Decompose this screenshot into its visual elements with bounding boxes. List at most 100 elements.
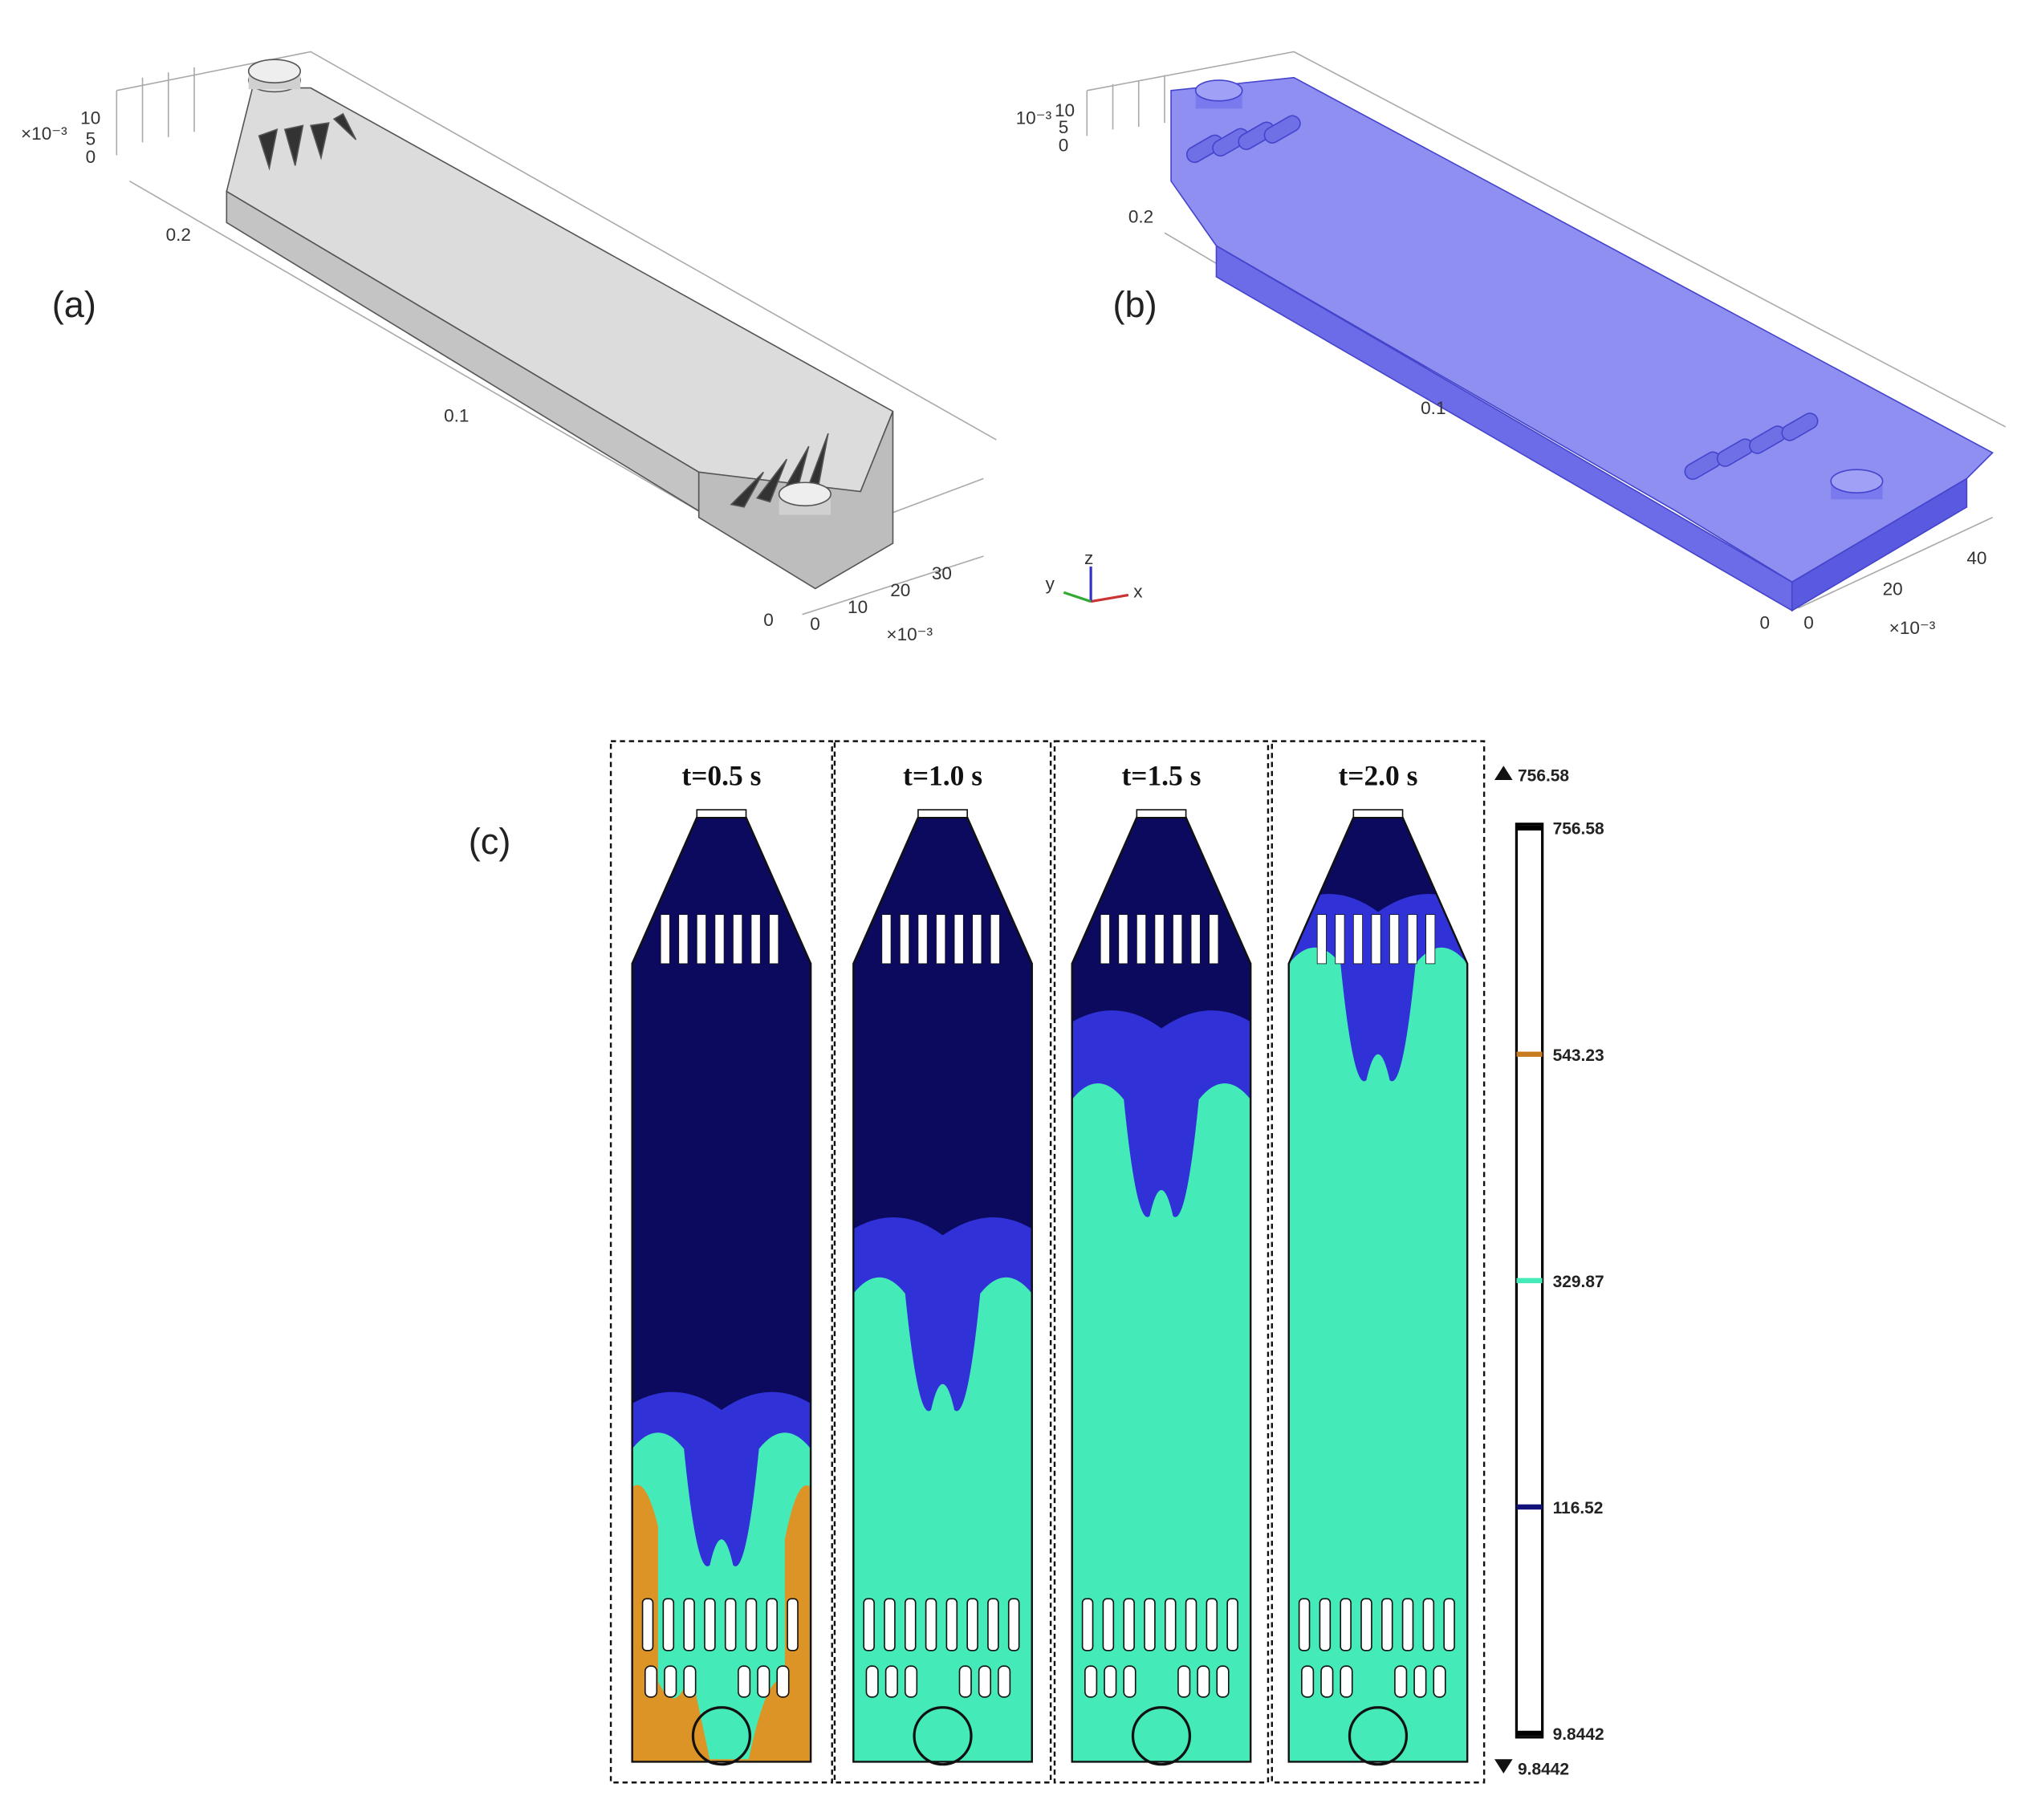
axis-label: 10⁻³ [1016,108,1052,128]
axis-label: 0 [763,610,774,630]
slot [987,1598,999,1651]
axis-label: 10 [848,597,868,617]
time-label: t=0.5 s [681,759,761,791]
axis-label: 0 [1803,612,1814,632]
slot [766,1598,779,1651]
slot [1123,1598,1135,1651]
slot [1340,1665,1353,1698]
axis-name: z [1084,548,1093,568]
axis-label: 0 [1059,136,1069,156]
colorbar [1494,766,1544,1773]
slot [1123,1665,1136,1698]
colorbar-min: 9.8442 [1518,1761,1569,1779]
axis-label: 40 [1966,548,1986,568]
slot [881,914,892,965]
panel-frame [609,740,833,1784]
slot [1209,914,1219,965]
field-fill [1071,817,1251,1762]
slot [683,1665,697,1698]
slot [1081,1598,1094,1651]
panel-c [609,740,1486,1784]
slot [1389,914,1400,965]
axis-label: 0.1 [444,405,469,425]
slot [1360,1598,1372,1651]
panel-frame [833,740,1052,1784]
slot [990,914,1000,965]
slot [1007,1598,1020,1651]
time-label: t=1.5 s [1121,759,1201,791]
slot [678,914,689,965]
slot [644,1665,658,1698]
axis-label: 10 [1055,100,1075,120]
flow-field [631,809,812,1766]
slot [1394,1665,1408,1698]
slot [1298,1598,1311,1651]
axis-label: 5 [86,129,96,149]
axis-label: ×10⁻³ [21,124,67,144]
outlet [691,1706,751,1766]
region-green [1071,1083,1251,1762]
slot [917,914,928,965]
region-green [1288,947,1468,1762]
axis-label: 0 [810,614,820,634]
outlet [913,1706,973,1766]
axis-label: 10 [80,108,100,128]
slot [936,914,946,965]
slot [683,1598,695,1651]
colorbar-label: 756.58 [1553,820,1604,839]
slot [1136,914,1147,965]
slot [1319,1598,1332,1651]
inlet [696,809,747,819]
slot [1335,914,1345,965]
slot [696,914,706,965]
slot [978,1665,991,1698]
slot [1425,914,1436,965]
slot [1352,914,1364,965]
slot [745,1598,758,1651]
colorbar-tick [1516,1051,1543,1057]
colorbar-max: 756.58 [1518,767,1569,786]
colorbar-tick [1516,1504,1543,1510]
slot [884,1598,896,1651]
slot [966,1598,978,1651]
slot [945,1598,958,1651]
slot [738,1665,751,1698]
field-fill [853,817,1032,1762]
slot [1371,914,1381,965]
region-orange [632,1485,811,1762]
slot [1190,914,1201,965]
slot [1084,1665,1098,1698]
slot [1216,1665,1230,1698]
axis-name: x [1133,582,1143,602]
slot [904,1665,918,1698]
slot [1380,1598,1393,1651]
slot [1443,1598,1455,1651]
colorbar-tick [1516,1278,1543,1284]
slot [1197,1665,1210,1698]
model-b [1086,51,2007,612]
axis-label: 30 [932,563,952,583]
model-a [116,51,997,615]
slot [1206,1598,1218,1651]
slot [1320,1665,1334,1698]
time-label: t=1.0 s [903,759,982,791]
panel-frame [1271,740,1486,1784]
slot [899,914,910,965]
slot [972,914,982,965]
slot [863,1598,875,1651]
slot [1177,1665,1191,1698]
outlet [1348,1706,1409,1766]
flow-field [1287,809,1469,1766]
slot [1118,914,1128,965]
axis-label: 0.2 [166,225,191,245]
slot [904,1598,917,1651]
flow-field [852,809,1033,1766]
slot [865,1665,879,1698]
slot [664,1665,677,1698]
axis-label: 20 [890,580,910,600]
colorbar-label: 329.87 [1553,1273,1604,1291]
slot [1407,914,1417,965]
slot [660,914,670,965]
slot [757,1665,771,1698]
slot [662,1598,675,1651]
